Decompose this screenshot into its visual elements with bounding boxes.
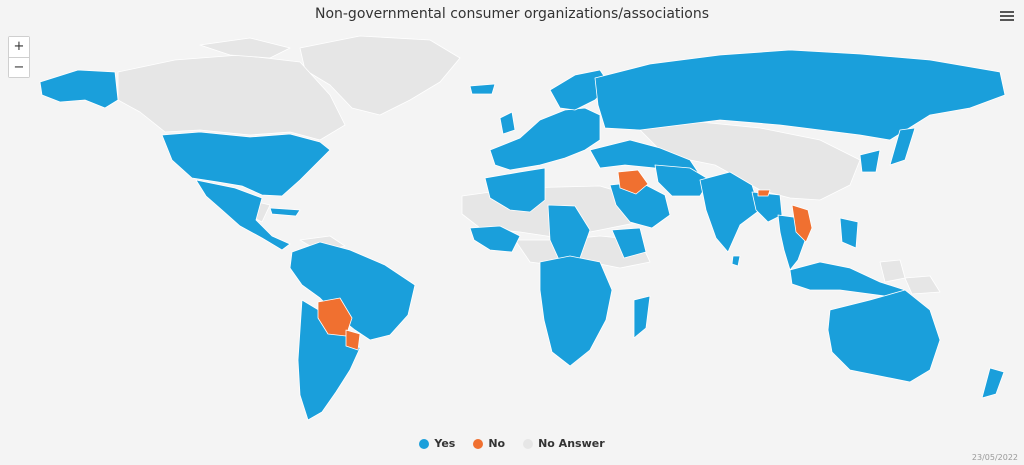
bangladesh-myanmar[interactable] [751,191,783,223]
legend-label-no: No [488,437,506,450]
legend: Yes No No Answer [0,437,1024,450]
west-africa[interactable] [469,225,521,253]
nepal-bhutan[interactable] [757,189,771,197]
canada-islands[interactable] [199,37,291,59]
indonesia-grey[interactable] [879,259,906,283]
chart-title: Non-governmental consumer organizations/… [314,6,710,22]
legend-dot-no-answer [523,438,534,449]
uk[interactable] [499,111,516,135]
zoom-out-button[interactable]: − [9,57,29,77]
iran-afghanistan[interactable] [654,164,711,197]
usa[interactable] [161,131,331,197]
zoom-controls: + − [8,36,30,78]
sri-lanka[interactable] [731,255,741,267]
ethiopia[interactable] [611,227,647,259]
iceland[interactable] [469,83,496,95]
zoom-in-button[interactable]: + [9,37,29,57]
legend-dot-no [473,438,484,449]
laos-vietnam-cambodia[interactable] [791,204,813,243]
legend-label-yes: Yes [434,437,456,450]
greenland[interactable] [299,35,461,116]
philippines[interactable] [839,217,859,249]
mexico-central-america[interactable] [195,179,291,251]
hamburger-menu-icon[interactable] [998,8,1016,24]
north-africa[interactable] [484,167,546,213]
paraguay[interactable] [345,329,361,351]
australia[interactable] [827,289,941,383]
taiwan-korea[interactable] [859,149,881,173]
legend-item-yes[interactable]: Yes [419,437,455,450]
madagascar[interactable] [633,295,651,339]
alaska[interactable] [39,69,119,109]
mongolia-china[interactable] [639,121,861,201]
legend-item-no-answer[interactable]: No Answer [523,437,605,450]
southern-africa[interactable] [539,255,613,367]
legend-label-no-answer: No Answer [538,437,605,450]
russia[interactable] [594,49,1006,141]
japan[interactable] [889,127,916,166]
europe[interactable] [489,107,601,171]
india[interactable] [699,171,761,253]
cuba[interactable] [269,207,301,217]
south-america-north[interactable] [289,241,416,341]
new-zealand[interactable] [981,367,1005,399]
date-stamp: 23/05/2022 [971,453,1018,462]
legend-item-no[interactable]: No [473,437,505,450]
png-grey[interactable] [904,275,941,295]
iraq[interactable] [617,169,649,195]
legend-dot-yes [419,438,430,449]
